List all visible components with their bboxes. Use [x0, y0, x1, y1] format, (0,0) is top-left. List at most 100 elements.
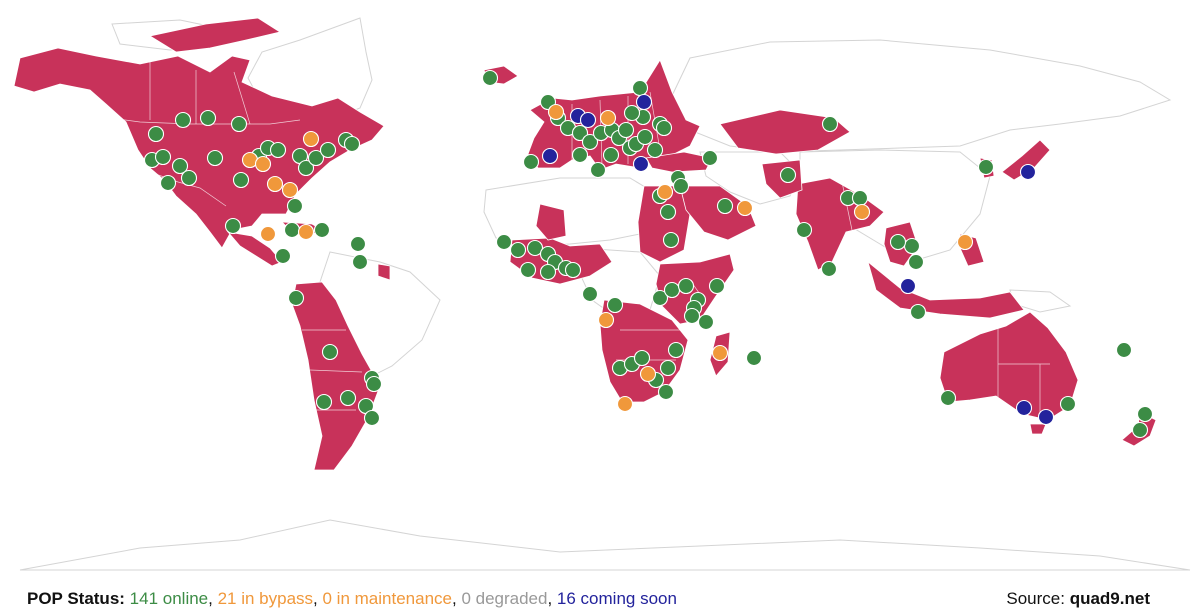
pop-marker-online[interactable]	[701, 149, 719, 167]
pop-marker-online[interactable]	[1131, 421, 1149, 439]
pop-marker-online[interactable]	[564, 261, 582, 279]
pop-marker-online[interactable]	[662, 231, 680, 249]
pop-marker-coming-soon[interactable]	[1037, 408, 1055, 426]
pop-marker-online[interactable]	[683, 307, 701, 325]
pop-marker-online[interactable]	[1115, 341, 1133, 359]
pop-marker-online[interactable]	[174, 111, 192, 129]
pop-marker-bypass[interactable]	[853, 203, 871, 221]
pop-marker-online[interactable]	[319, 141, 337, 159]
pop-marker-online[interactable]	[716, 197, 734, 215]
pop-marker-online[interactable]	[903, 237, 921, 255]
pop-marker-online[interactable]	[602, 146, 620, 164]
pop-marker-online[interactable]	[909, 303, 927, 321]
pop-marker-online[interactable]	[287, 289, 305, 307]
pop-marker-bypass[interactable]	[656, 183, 674, 201]
pop-marker-online[interactable]	[522, 153, 540, 171]
pop-marker-online[interactable]	[365, 375, 383, 393]
pop-marker-bypass[interactable]	[956, 233, 974, 251]
pop-marker-online[interactable]	[274, 247, 292, 265]
pop-marker-online[interactable]	[651, 289, 669, 307]
pop-marker-online[interactable]	[889, 233, 907, 251]
pop-marker-online[interactable]	[199, 109, 217, 127]
source-site-link[interactable]: quad9.net	[1069, 589, 1150, 608]
pop-marker-online[interactable]	[283, 221, 301, 239]
pop-marker-online[interactable]	[745, 349, 763, 367]
pop-marker-online[interactable]	[708, 277, 726, 295]
pop-marker-online[interactable]	[526, 239, 544, 257]
pop-marker-online[interactable]	[631, 79, 649, 97]
pop-marker-online[interactable]	[315, 393, 333, 411]
pop-marker-online[interactable]	[672, 177, 690, 195]
pop-marker-coming-soon[interactable]	[899, 277, 917, 295]
pop-marker-online[interactable]	[779, 166, 797, 184]
pop-marker-online[interactable]	[977, 158, 995, 176]
pop-marker-online[interactable]	[363, 409, 381, 427]
pop-marker-online[interactable]	[646, 141, 664, 159]
pop-marker-online[interactable]	[286, 197, 304, 215]
pop-marker-coming-soon[interactable]	[1019, 163, 1037, 181]
pop-marker-online[interactable]	[230, 115, 248, 133]
pop-marker-online[interactable]	[581, 133, 599, 151]
pop-marker-online[interactable]	[351, 253, 369, 271]
pop-marker-online[interactable]	[269, 141, 287, 159]
pop-marker-bypass[interactable]	[297, 223, 315, 241]
pop-marker-bypass[interactable]	[736, 199, 754, 217]
pop-marker-online[interactable]	[519, 261, 537, 279]
pop-marker-online[interactable]	[636, 128, 654, 146]
pop-marker-coming-soon[interactable]	[541, 147, 559, 165]
pop-marker-online[interactable]	[232, 171, 250, 189]
pop-marker-bypass[interactable]	[259, 225, 277, 243]
pop-marker-online[interactable]	[659, 359, 677, 377]
pop-marker-online[interactable]	[481, 69, 499, 87]
pop-marker-online[interactable]	[206, 149, 224, 167]
pop-marker-online[interactable]	[851, 189, 869, 207]
pop-marker-online[interactable]	[509, 241, 527, 259]
pop-marker-online[interactable]	[1059, 395, 1077, 413]
pop-marker-online[interactable]	[795, 221, 813, 239]
pop-marker-bypass[interactable]	[599, 109, 617, 127]
pop-marker-coming-soon[interactable]	[635, 93, 653, 111]
pop-marker-bypass[interactable]	[254, 155, 272, 173]
pop-marker-online[interactable]	[297, 159, 315, 177]
pop-marker-online[interactable]	[907, 253, 925, 271]
pop-marker-bypass[interactable]	[711, 344, 729, 362]
pop-marker-online[interactable]	[171, 157, 189, 175]
pop-marker-online[interactable]	[349, 235, 367, 253]
pop-marker-online[interactable]	[1136, 405, 1154, 423]
pop-marker-online[interactable]	[820, 260, 838, 278]
pop-marker-online[interactable]	[623, 104, 641, 122]
pop-marker-online[interactable]	[159, 174, 177, 192]
pop-marker-online[interactable]	[495, 233, 513, 251]
pop-marker-bypass[interactable]	[597, 311, 615, 329]
pop-marker-online[interactable]	[655, 119, 673, 137]
pop-marker-bypass[interactable]	[266, 175, 284, 193]
pop-marker-online[interactable]	[606, 296, 624, 314]
pop-marker-online[interactable]	[633, 349, 651, 367]
pop-marker-bypass[interactable]	[639, 365, 657, 383]
pop-marker-online[interactable]	[939, 389, 957, 407]
pop-marker-online[interactable]	[659, 203, 677, 221]
pop-marker-online[interactable]	[307, 149, 325, 167]
pop-marker-online[interactable]	[571, 146, 589, 164]
pop-marker-online[interactable]	[339, 389, 357, 407]
pop-marker-bypass[interactable]	[547, 103, 565, 121]
pop-marker-online[interactable]	[821, 115, 839, 133]
pop-marker-bypass[interactable]	[302, 130, 320, 148]
pop-marker-online[interactable]	[589, 161, 607, 179]
pop-marker-bypass[interactable]	[616, 395, 634, 413]
pop-marker-online[interactable]	[663, 281, 681, 299]
pop-marker-online[interactable]	[677, 277, 695, 295]
pop-marker-online[interactable]	[657, 383, 675, 401]
pop-marker-online[interactable]	[539, 263, 557, 281]
pop-marker-online[interactable]	[313, 221, 331, 239]
pop-marker-coming-soon[interactable]	[579, 111, 597, 129]
pop-marker-online[interactable]	[617, 121, 635, 139]
pop-marker-online[interactable]	[321, 343, 339, 361]
pop-marker-online[interactable]	[147, 125, 165, 143]
pop-marker-bypass[interactable]	[281, 181, 299, 199]
pop-marker-online[interactable]	[697, 313, 715, 331]
pop-marker-online[interactable]	[224, 217, 242, 235]
pop-marker-online[interactable]	[667, 341, 685, 359]
pop-marker-online[interactable]	[343, 135, 361, 153]
pop-marker-coming-soon[interactable]	[632, 155, 650, 173]
